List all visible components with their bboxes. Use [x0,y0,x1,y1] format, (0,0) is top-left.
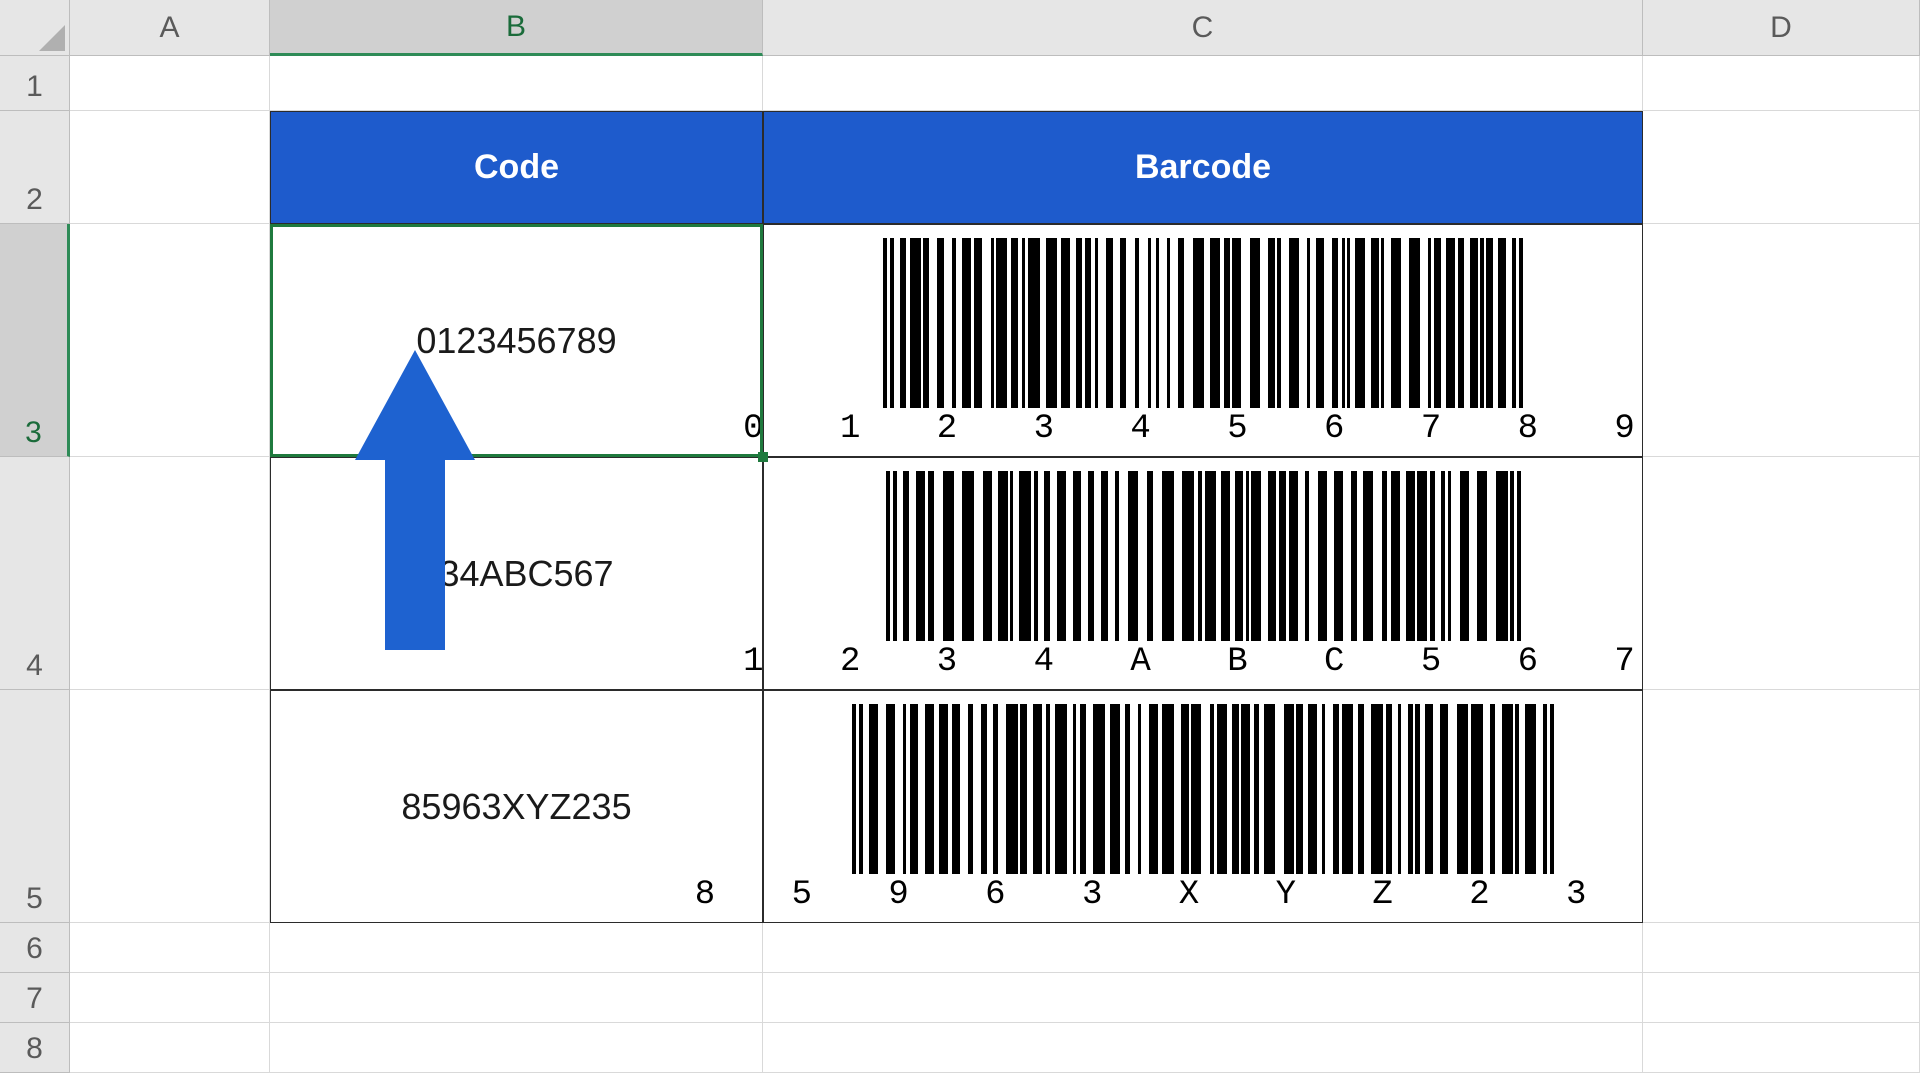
cell-D3[interactable] [1643,224,1920,457]
col-header-A[interactable]: A [70,0,270,56]
cell-A8[interactable] [70,1023,270,1073]
cell-D8[interactable] [1643,1023,1920,1073]
cell-D5[interactable] [1643,690,1920,923]
cell-D4[interactable] [1643,457,1920,690]
cell-B1[interactable] [270,56,763,111]
cell-B8[interactable] [270,1023,763,1073]
cell-A3[interactable] [70,224,270,457]
row-header-8[interactable]: 8 [0,1023,70,1073]
cell-C4[interactable]: 1 2 3 4 A B C 5 6 7 [763,457,1643,690]
spreadsheet: ABCD 12345678 CodeBarcode01234567890 1 2… [0,0,1920,1080]
cell-C2[interactable]: Barcode [763,111,1643,224]
cell-C3[interactable]: 0 1 2 3 4 5 6 7 8 9 [763,224,1643,457]
cell-D2[interactable] [1643,111,1920,224]
cell-D1[interactable] [1643,56,1920,111]
col-header-D[interactable]: D [1643,0,1920,56]
col-header-C[interactable]: C [763,0,1643,56]
cells-area: CodeBarcode01234567890 1 2 3 4 5 6 7 8 9… [70,56,1920,1073]
cell-B6[interactable] [270,923,763,973]
barcode-text: 0 1 2 3 4 5 6 7 8 9 [743,410,1663,448]
select-all-corner[interactable] [0,0,70,56]
row-header-6[interactable]: 6 [0,923,70,973]
cell-A7[interactable] [70,973,270,1023]
cell-C7[interactable] [763,973,1643,1023]
cell-B3[interactable]: 0123456789 [270,224,763,457]
cell-A1[interactable] [70,56,270,111]
cell-A2[interactable] [70,111,270,224]
cell-B2[interactable]: Code [270,111,763,224]
cell-D6[interactable] [1643,923,1920,973]
cell-B4[interactable]: 234ABC567 [270,457,763,690]
cell-C8[interactable] [763,1023,1643,1073]
cell-C1[interactable] [763,56,1643,111]
barcode-bars [886,471,1521,641]
barcode-text: 8 5 9 6 3 X Y Z 2 3 5 [695,876,1711,914]
row-header-7[interactable]: 7 [0,973,70,1023]
cell-C5[interactable]: 8 5 9 6 3 X Y Z 2 3 5 [763,690,1643,923]
row-header-3[interactable]: 3 [0,224,70,457]
barcode-bars [883,238,1523,408]
row-header-4[interactable]: 4 [0,457,70,690]
barcode-bars [852,704,1554,874]
cell-A6[interactable] [70,923,270,973]
cell-D7[interactable] [1643,973,1920,1023]
column-headers: ABCD [0,0,1920,56]
cell-B7[interactable] [270,973,763,1023]
cell-A4[interactable] [70,457,270,690]
row-header-2[interactable]: 2 [0,111,70,224]
col-header-B[interactable]: B [270,0,763,56]
row-headers: 12345678 [0,56,70,1073]
barcode-text: 1 2 3 4 A B C 5 6 7 [743,643,1663,681]
cell-C6[interactable] [763,923,1643,973]
row-header-5[interactable]: 5 [0,690,70,923]
row-header-1[interactable]: 1 [0,56,70,111]
cell-B5[interactable]: 85963XYZ235 [270,690,763,923]
cell-A5[interactable] [70,690,270,923]
